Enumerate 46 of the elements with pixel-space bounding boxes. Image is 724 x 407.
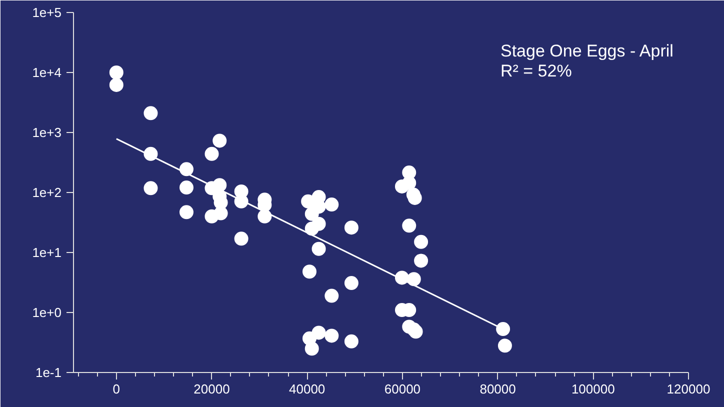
point (496, 322, 510, 336)
point (144, 106, 158, 120)
point (304, 222, 319, 236)
annotation: Stage One Eggs - April (500, 42, 674, 60)
point (212, 134, 227, 148)
point (304, 206, 319, 221)
y-tick-label: 1e+3 (32, 125, 62, 140)
x-tick-label: 60000 (384, 382, 421, 396)
x-tick-label: 40000 (289, 382, 326, 396)
point (302, 264, 316, 279)
point (414, 234, 428, 249)
point (414, 254, 428, 268)
point (324, 328, 339, 343)
point (144, 181, 158, 196)
point (214, 206, 228, 220)
annotation: R² = 52% (500, 62, 572, 80)
point (402, 218, 416, 233)
point (406, 272, 421, 286)
x-tick-label: 20000 (194, 382, 230, 396)
point (344, 276, 358, 290)
x-tick-label: 120000 (666, 382, 710, 396)
x-tick-label: 80000 (480, 382, 516, 396)
point (204, 146, 219, 161)
x-tick-label: 0 (112, 382, 120, 396)
point (344, 220, 358, 235)
y-tick-label: 1e-1 (35, 365, 62, 380)
y-tick-label: 1e+4 (32, 65, 62, 80)
point (324, 288, 339, 303)
point (109, 78, 124, 92)
y-tick-label: 1e+1 (32, 245, 62, 260)
point (498, 338, 512, 353)
point (402, 176, 416, 190)
point (179, 180, 194, 195)
point (304, 342, 319, 356)
y-tick-label: 1e+2 (32, 185, 62, 200)
y-tick-label: 1e+0 (32, 305, 62, 320)
point (324, 198, 339, 212)
point (234, 232, 248, 246)
y-tick-label: 1e+5 (32, 5, 62, 20)
point (312, 242, 326, 256)
point (109, 66, 124, 80)
point (408, 191, 422, 205)
point (312, 326, 326, 340)
point (179, 205, 194, 220)
x-tick-label: 100000 (571, 382, 615, 396)
point (344, 334, 358, 348)
